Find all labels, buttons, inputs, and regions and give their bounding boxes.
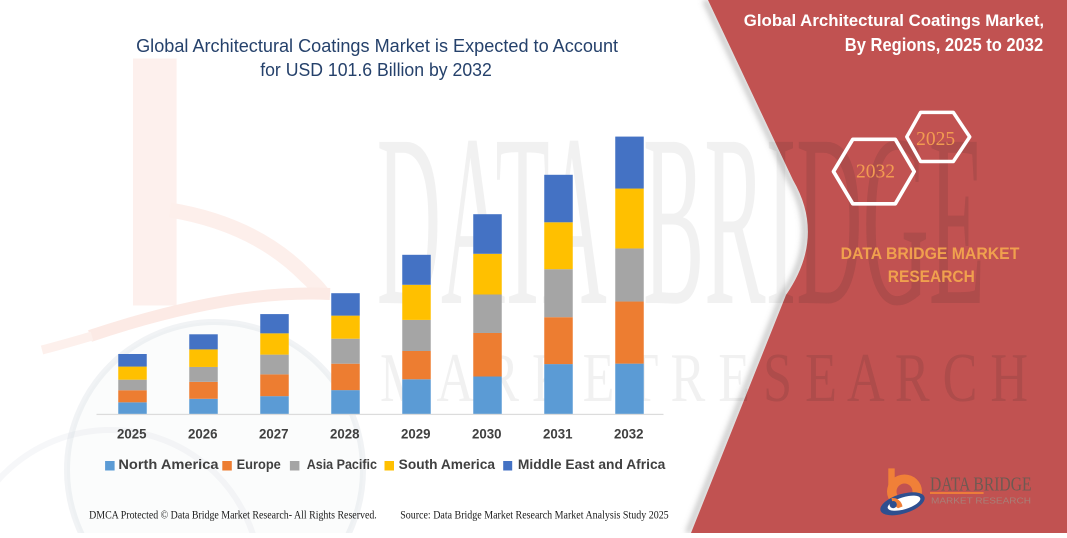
svg-text:MARKET RESEARCH: MARKET RESEARCH [931,497,1031,506]
svg-text:RESEARCH: RESEARCH [888,267,975,286]
svg-text:South America: South America [399,457,496,472]
svg-text:2032: 2032 [614,426,644,442]
svg-text:By Regions, 2025 to 2032: By Regions, 2025 to 2032 [845,35,1043,55]
svg-text:2025: 2025 [916,128,955,150]
svg-text:Global Architectural Coatings: Global Architectural Coatings Market, [744,11,1044,30]
svg-text:BRIDGE: BRIDGE [643,85,985,357]
svg-text:for USD 101.6 Billion by 2032: for USD 101.6 Billion by 2032 [260,59,492,80]
svg-text:Europe: Europe [237,457,282,472]
svg-text:Source: Data Bridge Market Res: Source: Data Bridge Market Research Mark… [400,510,669,522]
svg-text:2029: 2029 [401,426,431,442]
svg-text:DMCA Protected © Data Bridge M: DMCA Protected © Data Bridge Market Rese… [89,510,377,522]
svg-text:Asia Pacific: Asia Pacific [307,457,378,472]
svg-text:2026: 2026 [188,426,218,442]
svg-text:DATA BRIDGE: DATA BRIDGE [930,474,1032,496]
svg-text:2030: 2030 [472,426,502,442]
svg-text:North America: North America [118,457,219,472]
svg-text:2025: 2025 [117,426,147,442]
svg-text:Global Architectural Coatings: Global Architectural Coatings Market is … [136,35,619,56]
svg-text:2028: 2028 [330,426,360,442]
svg-text:2031: 2031 [543,426,573,442]
svg-text:DATA BRIDGE MARKET: DATA BRIDGE MARKET [841,244,1020,263]
svg-text:Middle East and Africa: Middle East and Africa [518,457,666,472]
svg-text:2032: 2032 [856,160,895,182]
svg-text:2027: 2027 [259,426,289,442]
